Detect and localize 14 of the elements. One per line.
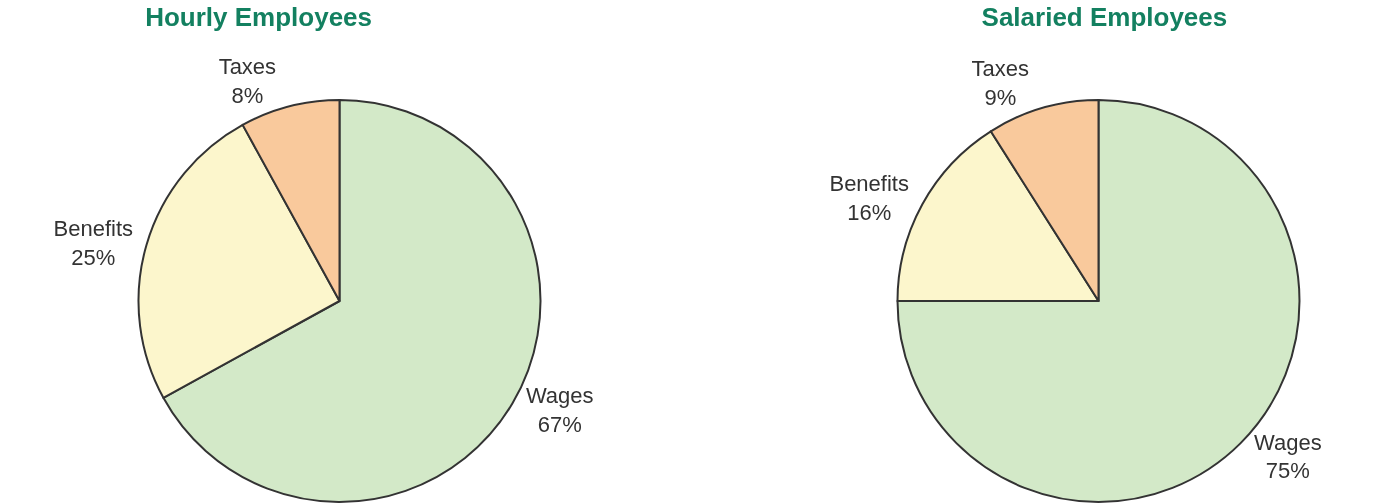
slice-label: Taxes — [971, 56, 1030, 82]
slice-label: Taxes — [218, 54, 277, 80]
slice-label: Wages — [1254, 429, 1322, 455]
slice-label: Benefits — [829, 171, 909, 197]
data-label: 75% — [1265, 458, 1310, 484]
data-label: 16% — [847, 199, 892, 225]
data-label: 9% — [984, 85, 1017, 111]
data-label: 67% — [537, 412, 582, 438]
slice-label: Benefits — [53, 216, 134, 242]
data-label: 8% — [231, 82, 264, 108]
slice-label: Wages — [525, 383, 594, 409]
data-label: 25% — [71, 244, 116, 270]
chart-title: Salaried Employees — [981, 1, 1228, 32]
chart-title: Hourly Employees — [145, 1, 373, 32]
